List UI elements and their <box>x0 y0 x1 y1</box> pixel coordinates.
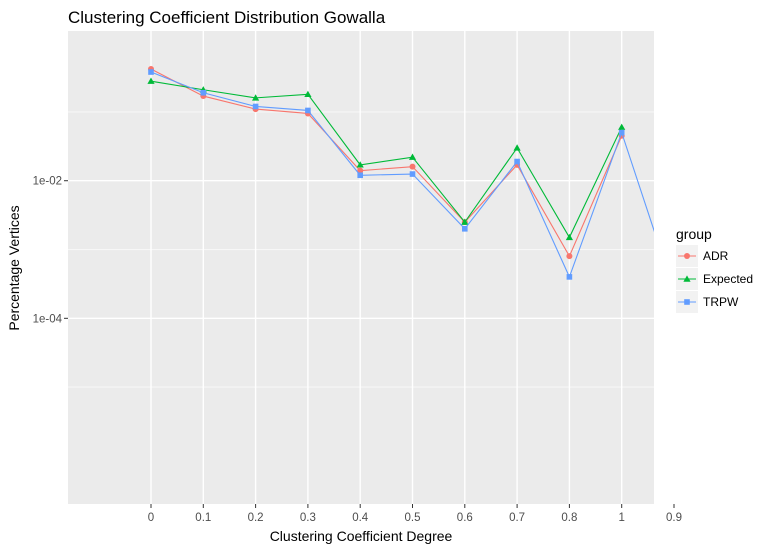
series-expected <box>147 77 626 241</box>
y-tick-label: 1e-02 <box>33 176 62 188</box>
x-axis-title: Clustering Coefficient Degree <box>270 528 453 544</box>
data-point-expected <box>356 161 364 168</box>
data-point-trpw <box>618 129 625 136</box>
data-point-expected <box>304 90 312 98</box>
data-point-trpw <box>357 172 363 179</box>
x-tick-label: 0.4 <box>352 512 369 524</box>
data-point-trpw <box>148 69 154 75</box>
major-gridlines <box>68 31 654 504</box>
data-point-trpw <box>409 171 416 177</box>
data-point-expected <box>513 144 521 151</box>
plot-panel <box>68 31 654 504</box>
x-tick-label: 0.8 <box>561 512 577 524</box>
legend-label-expected: Expected <box>703 272 753 286</box>
x-tick-label: 0.6 <box>457 512 473 524</box>
data-point-expected <box>252 94 260 101</box>
minor-gridlines <box>68 111 654 388</box>
x-tick-label: 0.3 <box>300 512 316 524</box>
x-axis: 0 0.1 0.2 0.3 0.4 0.5 0.6 0.7 0.8 1 0.9 <box>148 504 682 524</box>
series-layer <box>147 66 677 294</box>
data-point-trpw <box>305 107 311 114</box>
x-tick-label: 0.9 <box>666 512 682 524</box>
data-point-trpw <box>671 288 677 294</box>
data-point-trpw <box>514 158 520 165</box>
y-tick-label: 1e-04 <box>33 313 63 325</box>
data-point-expected <box>565 233 573 241</box>
legend-marker-trpw <box>684 299 690 305</box>
x-tick-label: 0 <box>148 512 154 524</box>
data-point-expected <box>408 153 417 160</box>
x-tick-label: 0.5 <box>405 512 421 524</box>
legend: group ADR Expected TRPW <box>676 226 753 313</box>
data-point-adr <box>566 253 573 260</box>
x-tick-label: 0.2 <box>248 512 264 524</box>
legend-marker-adr <box>684 253 690 259</box>
data-point-trpw <box>200 89 207 96</box>
series-line-adr <box>150 68 623 258</box>
data-point-trpw <box>566 274 573 280</box>
x-tick-label: 1 <box>618 512 624 524</box>
data-point-expected <box>461 218 469 225</box>
x-tick-label: 0.7 <box>509 512 525 524</box>
legend-label-adr: ADR <box>703 249 729 263</box>
data-point-adr <box>357 167 364 174</box>
legend-title: group <box>676 226 712 242</box>
series-line-expected <box>150 80 623 239</box>
legend-marker-expected <box>683 275 691 282</box>
data-point-expected <box>618 123 626 130</box>
y-axis-title: Percentage Vertices <box>6 205 22 330</box>
data-point-trpw <box>252 103 259 110</box>
chart-title: Clustering Coefficient Distribution Gowa… <box>68 8 386 27</box>
legend-label-trpw: TRPW <box>703 295 739 309</box>
series-trpw <box>148 69 677 294</box>
data-point-expected <box>147 77 155 84</box>
x-tick-label: 0.1 <box>195 512 211 524</box>
data-point-adr <box>409 163 416 170</box>
y-axis: 1e-02 1e-04 <box>33 176 68 325</box>
data-point-trpw <box>462 226 468 232</box>
